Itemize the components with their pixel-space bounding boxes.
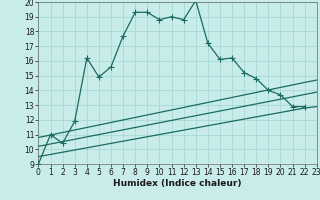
X-axis label: Humidex (Indice chaleur): Humidex (Indice chaleur) — [113, 179, 242, 188]
